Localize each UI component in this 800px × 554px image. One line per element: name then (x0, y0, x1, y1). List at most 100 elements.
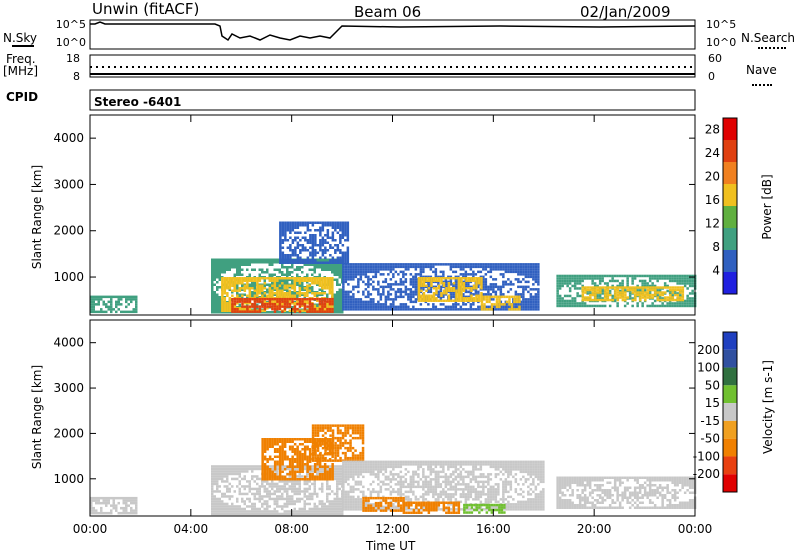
data-cell (223, 292, 227, 295)
data-cell (364, 295, 368, 299)
data-cell (221, 512, 224, 516)
data-cell (289, 221, 292, 224)
data-cell (331, 236, 335, 239)
data-cell (457, 265, 460, 269)
data-cell (346, 226, 350, 229)
data-cell (273, 510, 276, 513)
data-cell (306, 279, 309, 282)
data-cell (484, 280, 488, 284)
data-cell (286, 294, 289, 297)
data-cell (284, 234, 287, 237)
data-cell (336, 485, 339, 488)
data-cell (409, 278, 413, 281)
data-cell (379, 285, 383, 289)
data-cell (631, 304, 634, 308)
data-cell (462, 277, 466, 280)
data-cell (352, 285, 355, 289)
data-cell (306, 475, 309, 478)
data-cell (221, 309, 224, 312)
data-cell (382, 308, 385, 311)
data-cell (336, 490, 339, 493)
data-cell (643, 289, 647, 293)
data-cell (216, 487, 219, 491)
data-cell (329, 224, 332, 227)
data-cell (338, 303, 341, 306)
data-cell (437, 283, 440, 286)
data-cell (112, 499, 115, 502)
data-cell (480, 300, 484, 304)
data-cell (288, 470, 292, 473)
data-cell (231, 307, 234, 311)
data-cell (92, 509, 95, 512)
data-cell (263, 445, 267, 448)
velocity-data-layer (90, 424, 697, 516)
data-cell (301, 277, 304, 280)
data-cell (489, 293, 493, 296)
data-cell (447, 277, 451, 280)
data-cell (238, 277, 242, 280)
data-cell (352, 268, 355, 271)
data-cell (226, 266, 229, 269)
data-cell (276, 302, 279, 305)
data-cell (596, 284, 599, 288)
data-cell (571, 277, 574, 280)
data-cell (328, 307, 332, 311)
data-cell (248, 300, 252, 303)
data-cell (656, 274, 659, 278)
data-cell (321, 288, 324, 291)
data-cell (266, 268, 269, 271)
data-cell (394, 298, 398, 301)
data-cell (331, 468, 334, 471)
data-cell (263, 277, 267, 280)
data-cell (273, 500, 276, 503)
data-cell (459, 308, 463, 311)
data-cell (316, 277, 319, 280)
data-cell (316, 229, 320, 232)
data-cell (402, 280, 405, 284)
data-cell (341, 451, 345, 455)
data-cell (326, 448, 329, 451)
data-cell (389, 283, 393, 286)
data-cell (581, 293, 585, 297)
data-cell (519, 305, 523, 309)
date-label: 02/Jan/2009 (580, 3, 671, 21)
data-cell (278, 505, 281, 508)
data-cell (318, 273, 321, 276)
data-cell (216, 482, 219, 486)
data-cell (465, 299, 468, 302)
data-cell (646, 296, 650, 299)
data-cell (372, 265, 375, 269)
data-cell (537, 265, 540, 269)
data-cell (331, 271, 334, 274)
data-cell (628, 294, 632, 298)
data-cell (336, 500, 339, 503)
data-cell (339, 251, 342, 254)
data-cell (279, 221, 282, 224)
data-cell (591, 277, 594, 280)
data-cell (323, 465, 327, 468)
data-cell (291, 500, 294, 503)
data-cell (467, 290, 470, 294)
data-cell (561, 279, 564, 283)
data-cell (417, 273, 420, 276)
data-cell (311, 307, 314, 311)
data-cell (474, 273, 478, 276)
data-cell (233, 470, 236, 473)
data-cell (306, 297, 309, 301)
data-cell (243, 500, 246, 503)
data-cell (293, 473, 297, 476)
data-cell (306, 472, 309, 476)
data-cell (409, 295, 413, 299)
data-cell (251, 279, 254, 282)
data-cell (459, 263, 463, 266)
data-cell (392, 268, 395, 271)
data-cell (311, 465, 314, 468)
data-cell (293, 487, 296, 491)
data-cell (294, 261, 297, 264)
data-cell (477, 294, 481, 297)
data-cell (336, 446, 340, 450)
data-cell (338, 308, 341, 311)
data-cell (271, 443, 274, 446)
data-cell (331, 246, 335, 249)
